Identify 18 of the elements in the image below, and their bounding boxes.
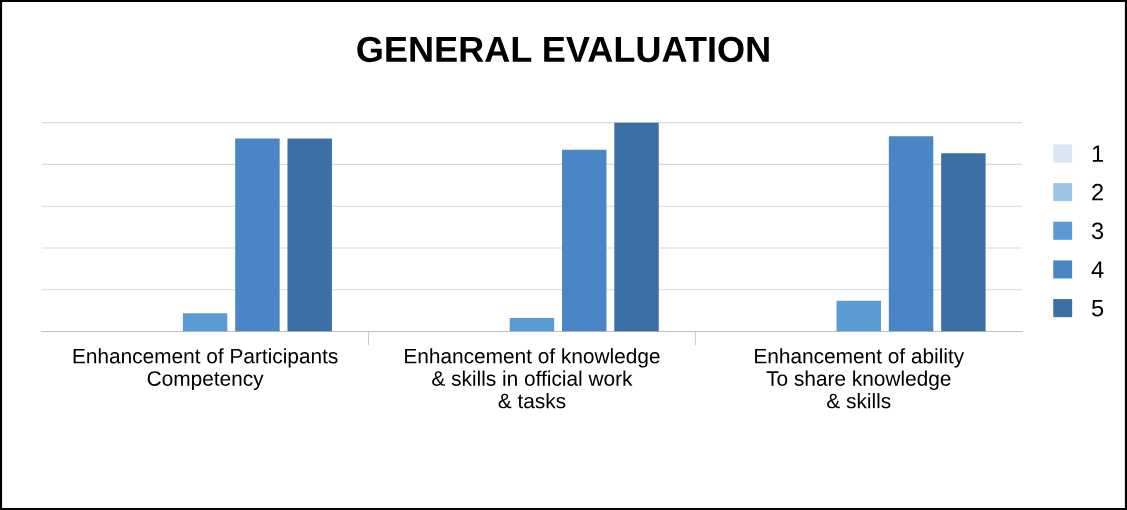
bar bbox=[182, 313, 228, 332]
bar bbox=[941, 153, 986, 332]
x-tick-label: Enhancement of Participants Competency bbox=[73, 348, 338, 391]
bar bbox=[614, 122, 659, 332]
x-tick-label: Enhancement of ability To share knowledge & skills bbox=[755, 348, 965, 409]
bar bbox=[888, 136, 934, 332]
legend-label: 5 bbox=[1091, 300, 1104, 317]
bar bbox=[235, 138, 280, 332]
bar bbox=[836, 300, 881, 332]
legend-label: 3 bbox=[1091, 222, 1104, 240]
chart-title: GENERAL EVALUATION bbox=[357, 36, 769, 63]
legend-label: 4 bbox=[1091, 261, 1104, 278]
x-tick-label: Enhancement of knowledge & skills in official work & tasks bbox=[405, 348, 660, 409]
legend-label: 2 bbox=[1092, 183, 1103, 201]
bar bbox=[562, 149, 607, 332]
bar bbox=[509, 317, 555, 332]
bar bbox=[287, 138, 332, 332]
legend-label: 1 bbox=[1092, 145, 1103, 162]
